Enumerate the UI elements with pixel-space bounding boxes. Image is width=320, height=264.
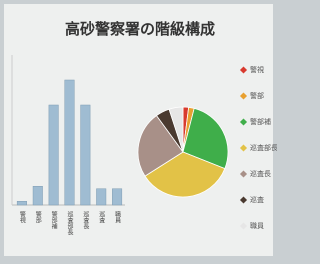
slide-photo: 高砂警察署の階級構成 警視警部警部補巡査部長巡査長巡査職員警視警部警部補巡査部長… (0, 0, 277, 264)
legend-label: 巡査部長 (250, 143, 277, 152)
x-tick-label: 巡査 (98, 210, 105, 223)
x-tick-label: 警視 (18, 210, 25, 224)
x-tick-label: 巡査長 (82, 210, 89, 230)
bar (65, 80, 75, 205)
chart-title: 高砂警察署の階級構成 (65, 20, 215, 38)
bar (112, 189, 122, 205)
slide (4, 4, 273, 256)
x-tick-label: 巡査部長 (66, 210, 73, 236)
bar (49, 105, 59, 205)
x-tick-label: 警部補 (50, 210, 57, 230)
bar (81, 105, 91, 205)
legend-label: 職員 (250, 221, 264, 230)
bar (17, 201, 27, 205)
bar (33, 186, 43, 205)
legend-label: 警視 (250, 65, 264, 74)
legend-label: 巡査長 (250, 169, 271, 178)
legend-label: 警部補 (250, 117, 271, 126)
x-tick-label: 職員 (114, 210, 121, 224)
legend-label: 警部 (250, 91, 264, 100)
bar (96, 189, 106, 205)
legend-label: 巡査 (250, 195, 264, 204)
x-tick-label: 警部 (34, 210, 41, 224)
